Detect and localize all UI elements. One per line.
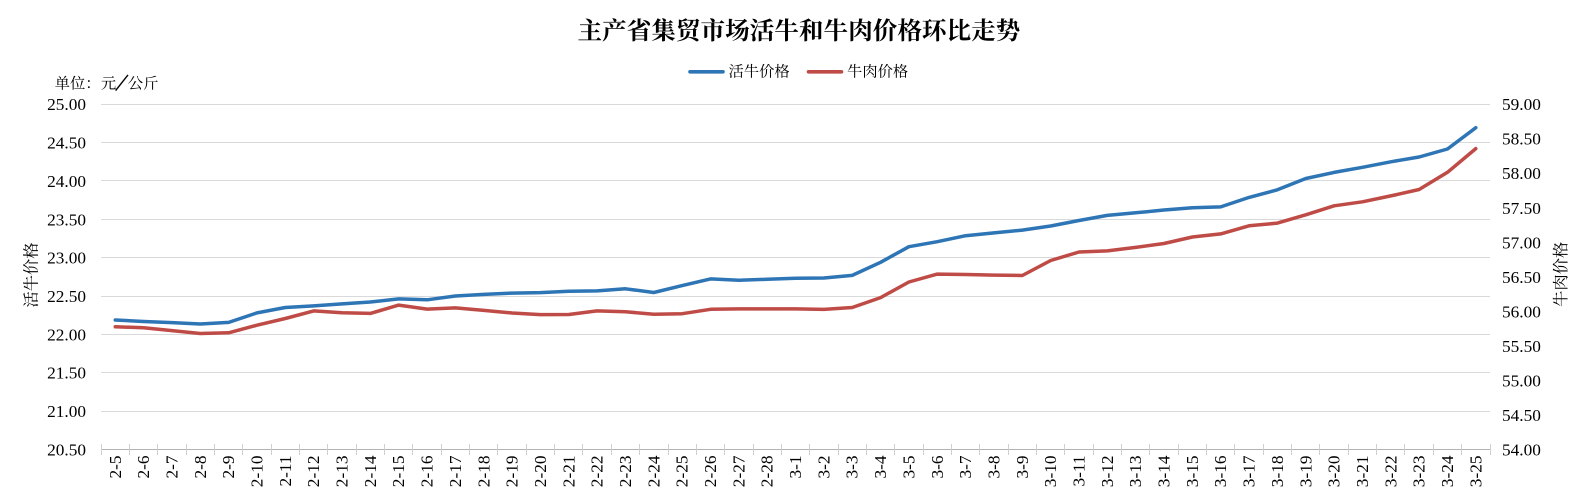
svg-text:22.00: 22.00 [47, 325, 86, 344]
svg-text:2-11: 2-11 [276, 456, 295, 487]
svg-text:2-10: 2-10 [248, 456, 267, 488]
svg-text:3-20: 3-20 [1325, 456, 1344, 488]
svg-text:2-25: 2-25 [673, 456, 692, 488]
svg-text:2-13: 2-13 [333, 456, 352, 488]
svg-text:24.50: 24.50 [47, 134, 86, 153]
svg-text:2-9: 2-9 [219, 456, 238, 479]
svg-text:2-15: 2-15 [389, 456, 408, 488]
svg-text:21.50: 21.50 [47, 364, 86, 383]
svg-text:2-18: 2-18 [474, 456, 493, 488]
svg-text:2-27: 2-27 [729, 455, 748, 487]
svg-text:56.50: 56.50 [1502, 268, 1541, 287]
svg-text:3-22: 3-22 [1381, 456, 1400, 488]
svg-text:3-8: 3-8 [985, 456, 1004, 479]
svg-text:3-15: 3-15 [1183, 456, 1202, 488]
svg-text:3-7: 3-7 [956, 455, 975, 478]
svg-text:2-12: 2-12 [304, 456, 323, 488]
svg-text:3-12: 3-12 [1098, 456, 1117, 488]
svg-text:54.50: 54.50 [1502, 406, 1541, 425]
svg-text:59.00: 59.00 [1502, 95, 1541, 114]
svg-text:2-17: 2-17 [446, 455, 465, 487]
svg-text:2-21: 2-21 [559, 456, 578, 488]
svg-text:3-4: 3-4 [871, 455, 890, 478]
svg-text:2-24: 2-24 [644, 455, 663, 487]
svg-text:2-16: 2-16 [418, 455, 437, 487]
svg-text:24.00: 24.00 [47, 172, 86, 191]
svg-text:2-7: 2-7 [163, 455, 182, 478]
svg-text:3-1: 3-1 [786, 456, 805, 479]
svg-text:2-19: 2-19 [503, 456, 522, 488]
svg-text:3-9: 3-9 [1013, 456, 1032, 479]
svg-text:21.00: 21.00 [47, 402, 86, 421]
svg-text:3-21: 3-21 [1353, 456, 1372, 488]
svg-text:3-24: 3-24 [1438, 455, 1457, 487]
svg-text:3-25: 3-25 [1466, 456, 1485, 488]
svg-text:2-20: 2-20 [531, 456, 550, 488]
svg-text:58.50: 58.50 [1502, 130, 1541, 149]
svg-text:3-10: 3-10 [1041, 456, 1060, 488]
svg-text:3-5: 3-5 [899, 456, 918, 479]
svg-text:3-13: 3-13 [1126, 456, 1145, 488]
svg-text:57.00: 57.00 [1502, 233, 1541, 252]
svg-text:3-16: 3-16 [1211, 455, 1230, 487]
svg-text:54.00: 54.00 [1502, 441, 1541, 460]
svg-text:20.50: 20.50 [47, 440, 86, 459]
svg-text:3-18: 3-18 [1268, 456, 1287, 488]
svg-text:2-22: 2-22 [588, 456, 607, 488]
svg-text:2-28: 2-28 [758, 456, 777, 488]
svg-text:23.50: 23.50 [47, 210, 86, 229]
svg-text:2-14: 2-14 [361, 455, 380, 487]
svg-text:3-14: 3-14 [1155, 455, 1174, 487]
svg-text:56.00: 56.00 [1502, 302, 1541, 321]
svg-text:3-6: 3-6 [928, 455, 947, 478]
svg-text:22.50: 22.50 [47, 287, 86, 306]
svg-text:2-23: 2-23 [616, 456, 635, 488]
svg-text:2-26: 2-26 [701, 455, 720, 487]
svg-text:3-11: 3-11 [1070, 456, 1089, 487]
svg-text:2-6: 2-6 [134, 455, 153, 478]
svg-text:55.00: 55.00 [1502, 372, 1541, 391]
svg-text:2-8: 2-8 [191, 456, 210, 479]
svg-text:23.00: 23.00 [47, 249, 86, 268]
svg-text:3-23: 3-23 [1410, 456, 1429, 488]
svg-text:57.50: 57.50 [1502, 199, 1541, 218]
svg-text:3-2: 3-2 [814, 456, 833, 479]
svg-text:55.50: 55.50 [1502, 337, 1541, 356]
svg-text:3-19: 3-19 [1296, 456, 1315, 488]
svg-text:25.00: 25.00 [47, 95, 86, 114]
svg-text:2-5: 2-5 [106, 456, 125, 479]
svg-text:3-3: 3-3 [843, 456, 862, 479]
svg-text:58.00: 58.00 [1502, 164, 1541, 183]
svg-text:3-17: 3-17 [1240, 455, 1259, 487]
